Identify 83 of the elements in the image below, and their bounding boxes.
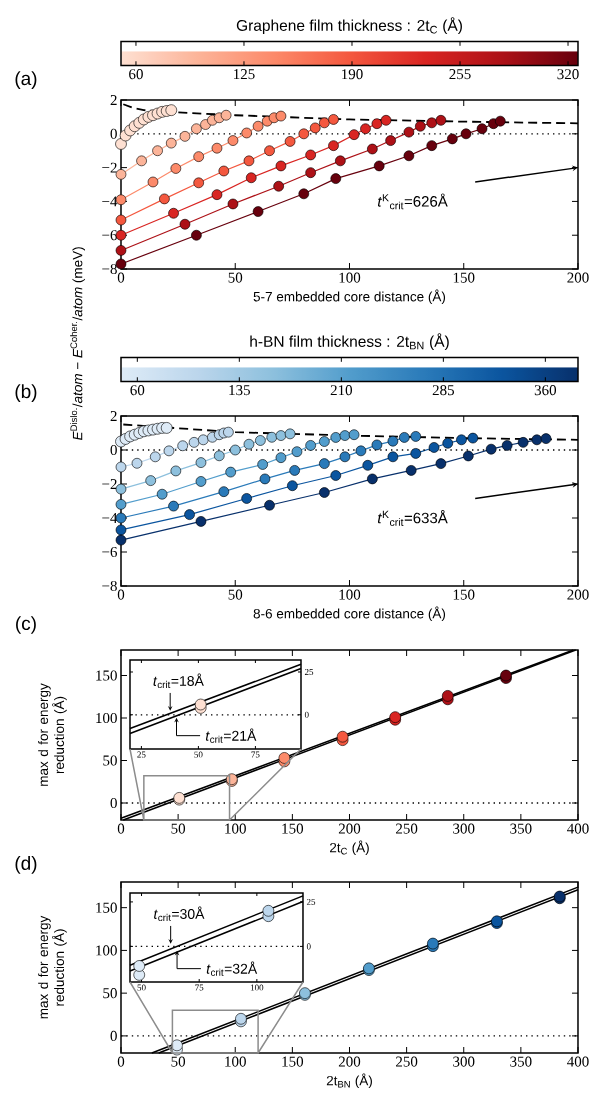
y-tick-label: 0: [110, 1030, 117, 1041]
color-bar-label: 60: [130, 385, 145, 396]
annotation: t$_{crit}$=21Å: [205, 728, 257, 743]
annotation: t$_{crit}$=30Å: [154, 906, 205, 922]
color-bar-label: 190: [342, 69, 363, 80]
x-tick-label: 150: [282, 823, 304, 834]
x-tick-label: 50: [137, 984, 146, 991]
y-tick-label: 150: [96, 902, 117, 913]
x-tick-label: 50: [171, 823, 186, 834]
y-axis-title: max d for energy reduction (Å): [38, 915, 67, 1019]
y-tick-label: −4: [102, 196, 118, 207]
y-axis-title: max d for energy reduction (Å): [38, 683, 67, 786]
x-tick-label: 250: [396, 1056, 418, 1067]
color-bar-label: 360: [534, 385, 557, 396]
x-tick-label: 50: [194, 751, 203, 758]
color-bar-label: 60: [129, 69, 143, 80]
color-bar-title: h-BN film thickness : 2t$_{BN}$ (Å): [250, 333, 449, 351]
y-tick-label: −2: [102, 162, 117, 173]
y-tick-label: −8: [102, 263, 117, 275]
y-tick-label: 0: [306, 943, 311, 950]
x-tick-label: 100: [339, 272, 361, 283]
color-bar-label: 255: [449, 69, 471, 80]
x-tick-label: 300: [453, 1056, 475, 1067]
x-tick-label: 0: [117, 589, 125, 600]
text: (a): [15, 71, 37, 89]
x-tick-label: 400: [567, 1056, 589, 1067]
x-tick-label: 400: [567, 823, 589, 834]
x-tick-label: 75: [251, 751, 260, 758]
annotation: t$_{crit}$=32Å: [206, 961, 258, 976]
x-tick-label: 100: [225, 823, 246, 834]
x-axis-title: 2t$_{C}$ (Å): [330, 840, 369, 856]
x-tick-label: 350: [510, 1056, 532, 1067]
x-tick-label: 200: [338, 1056, 361, 1067]
y-tick-label: 100: [96, 712, 117, 724]
y-tick-label: 2: [110, 95, 117, 105]
x-tick-label: 0: [117, 1056, 125, 1067]
x-tick-label: 350: [510, 823, 532, 834]
text: (c): [16, 616, 36, 634]
y-tick-label: 25: [304, 668, 314, 676]
y-tick-label: −8: [102, 580, 117, 592]
annotation: t$^{K}$$_{crit}$=626Å: [378, 193, 448, 210]
y-tick-label: 0: [304, 711, 309, 718]
x-tick-label: 0: [117, 823, 125, 834]
color-bar-label: 210: [330, 385, 353, 396]
x-axis-title: 2t$_{BN}$ (Å): [326, 1073, 372, 1089]
x-tick-label: 150: [453, 589, 475, 600]
y-tick-label: 0: [110, 797, 117, 809]
color-bar-label: 320: [557, 69, 579, 80]
x-tick-label: 100: [339, 589, 361, 600]
y-tick-label: 150: [96, 670, 117, 681]
x-tick-label: 0: [117, 272, 125, 283]
x-axis-title: 5-7 embedded core distance (Å): [253, 289, 446, 305]
x-tick-label: 50: [171, 1056, 186, 1067]
x-tick-label: 200: [567, 589, 589, 600]
x-tick-label: 250: [396, 823, 418, 834]
x-tick-label: 75: [195, 984, 204, 991]
text: (b): [15, 384, 37, 402]
color-bar-label: 285: [432, 385, 455, 396]
x-tick-label: 50: [228, 272, 243, 283]
x-tick-label: 200: [567, 272, 589, 283]
x-tick-label: 100: [250, 984, 264, 991]
y-tick-label: −6: [102, 546, 118, 558]
x-tick-label: 300: [453, 823, 475, 834]
y-tick-label: −2: [102, 479, 117, 489]
y-tick-label: 100: [96, 945, 117, 956]
y-tick-label: 0: [110, 444, 117, 456]
y-tick-label: 25: [306, 898, 316, 905]
annotation: t$^{K}$$_{crit}$=633Å: [378, 510, 448, 526]
y-tick-label: 0: [110, 128, 117, 139]
x-tick-label: 150: [282, 1056, 304, 1067]
color-bar-title: Graphene film thickness : 2t$_{C}$ (Å): [236, 17, 462, 35]
x-tick-label: 25: [137, 751, 146, 758]
x-tick-label: 150: [453, 272, 475, 283]
x-axis-title: 8-6 embedded core distance (Å): [253, 606, 446, 622]
text: E$^{Dislo.}$/atom − E$^{Coher.}$/atom (meV): [70, 247, 86, 441]
x-tick-label: 100: [225, 1056, 246, 1067]
text: (d): [15, 856, 37, 874]
color-bar-label: 125: [234, 69, 255, 80]
color-bar-label: 135: [229, 385, 250, 396]
x-tick-label: 50: [228, 589, 243, 600]
y-tick-label: 2: [110, 411, 117, 421]
x-tick-label: 200: [338, 823, 361, 834]
annotation: t$_{crit}$=18Å: [153, 673, 204, 689]
